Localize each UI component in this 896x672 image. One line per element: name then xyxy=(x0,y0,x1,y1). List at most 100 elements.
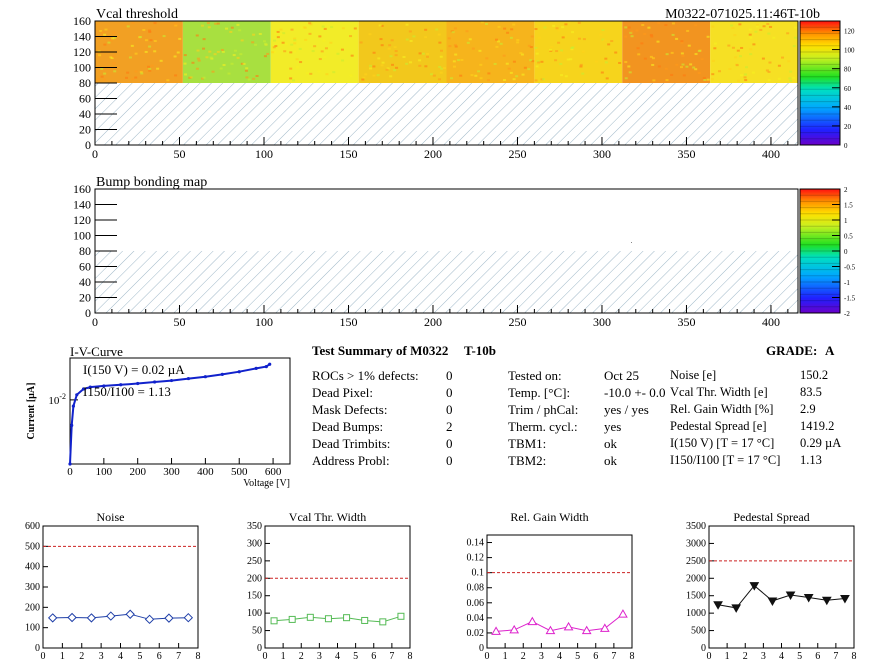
pixel-speckle xyxy=(381,64,384,66)
summary-mid-value: ok xyxy=(604,453,617,469)
pixel-speckle xyxy=(110,40,113,42)
pixel-speckle xyxy=(749,34,752,36)
pixel-speckle xyxy=(549,49,552,51)
pixel-speckle xyxy=(388,48,391,50)
x-tick-label: 6 xyxy=(593,651,598,662)
data-point xyxy=(768,598,776,605)
x-tick-label: 0 xyxy=(263,651,268,662)
scale-tick-label: 80 xyxy=(844,66,852,74)
pixel-speckle xyxy=(264,55,267,57)
y-tick-label: 200 xyxy=(25,602,40,613)
pixel-speckle xyxy=(308,22,311,24)
pixel-speckle xyxy=(373,52,376,54)
vcal-heatmap: 0 50 100 150 200 250 300 350 4000204060801001201… xyxy=(73,14,798,161)
x-tick-label: 8 xyxy=(196,651,201,662)
pixel-speckle xyxy=(238,29,241,31)
module-id-label: M0322-071025.11:46T-10b xyxy=(665,7,820,22)
iv-annotation-current: I(150 V) = 0.02 µA xyxy=(83,362,185,377)
pixel-speckle xyxy=(707,36,710,38)
pixel-speckle xyxy=(694,24,697,26)
x-tick-label: 5 xyxy=(575,651,580,662)
pixel-speckle xyxy=(424,36,427,38)
pixel-speckle xyxy=(670,74,673,76)
pixel-speckle xyxy=(788,77,791,79)
pixel-speckle xyxy=(405,63,408,65)
pixel-speckle xyxy=(306,72,309,74)
pixel-speckle xyxy=(657,41,660,43)
pixel-speckle xyxy=(467,42,470,44)
pixel-speckle xyxy=(430,73,433,75)
pixel-speckle xyxy=(202,77,205,79)
pixel-speckle xyxy=(293,42,296,44)
pixel-speckle xyxy=(369,65,372,67)
y-tick-label: 200 xyxy=(247,573,262,584)
pixel-speckle xyxy=(202,48,205,50)
y-tick-label: 80 xyxy=(79,244,91,258)
pixel-speckle xyxy=(610,40,613,42)
pixel-speckle xyxy=(618,62,621,64)
summary-left-label: Dead Bumps: xyxy=(312,419,383,435)
pixel-speckle xyxy=(163,35,166,37)
pixel-speckle xyxy=(440,50,443,52)
summary-right-value: 83.5 xyxy=(800,385,822,400)
pixel-speckle xyxy=(728,68,731,70)
summary-right-label: Rel. Gain Width [%] xyxy=(670,402,773,417)
x-tick-label: 3 xyxy=(761,651,766,662)
pixel-speckle xyxy=(222,51,225,53)
iv-data-point xyxy=(255,367,258,370)
pixel-speckle xyxy=(196,68,199,70)
pixel-speckle xyxy=(631,35,634,37)
pixel-speckle xyxy=(223,64,226,66)
pixel-speckle xyxy=(134,77,137,79)
pixel-speckle xyxy=(341,49,344,51)
pixel-speckle xyxy=(424,29,427,31)
x-tick-label: 50 xyxy=(173,147,185,161)
pixel-speckle xyxy=(395,50,398,52)
pixel-speckle xyxy=(198,60,201,62)
summary-right-label: Noise [e] xyxy=(670,368,716,383)
pixel-speckle xyxy=(304,39,307,41)
pixel-speckle xyxy=(103,34,106,36)
y-tick-label: 300 xyxy=(25,582,40,593)
data-point xyxy=(126,610,134,618)
pixel-speckle xyxy=(754,31,757,33)
pixel-speckle xyxy=(381,44,384,46)
x-tick-label: 400 xyxy=(762,315,780,329)
data-point xyxy=(146,615,154,623)
pixel-speckle xyxy=(787,60,790,62)
pixel-speckle xyxy=(241,39,244,41)
pixel-speckle xyxy=(698,72,701,74)
pixel-speckle xyxy=(559,51,562,53)
pixel-speckle xyxy=(293,50,296,52)
pixel-speckle xyxy=(330,26,333,28)
pixel-speckle xyxy=(220,68,223,70)
pixel-speckle xyxy=(478,50,481,52)
iv-data-point xyxy=(238,370,241,373)
pixel-speckle xyxy=(300,26,303,28)
pixel-speckle xyxy=(129,56,132,58)
pixel-speckle xyxy=(513,78,516,80)
pixel-speckle xyxy=(221,49,224,51)
x-tick-label: 0 xyxy=(707,651,712,662)
pixel-speckle xyxy=(389,75,392,77)
pixel-speckle xyxy=(308,33,311,35)
roc-chart-frame xyxy=(43,526,198,648)
pixel-speckle xyxy=(296,66,299,68)
pixel-speckle xyxy=(426,56,429,58)
scale-tick-label: 1 xyxy=(844,217,848,225)
pixel-speckle xyxy=(254,44,257,46)
pixel-speckle xyxy=(177,52,180,54)
y-tick-label: 20 xyxy=(79,291,91,305)
iv-x-tick-label: 300 xyxy=(163,466,180,478)
pixel-speckle xyxy=(361,79,364,81)
pixel-speckle xyxy=(578,22,581,24)
pixel-speckle xyxy=(666,79,669,81)
pixel-speckle xyxy=(336,53,339,55)
pixel-speckle xyxy=(184,73,187,75)
pixel-speckle xyxy=(317,70,320,72)
data-point xyxy=(565,623,573,630)
pixel-speckle xyxy=(641,24,644,26)
pixel-speckle xyxy=(766,69,769,71)
pixel-speckle xyxy=(205,56,208,58)
pixel-speckle xyxy=(438,33,441,35)
